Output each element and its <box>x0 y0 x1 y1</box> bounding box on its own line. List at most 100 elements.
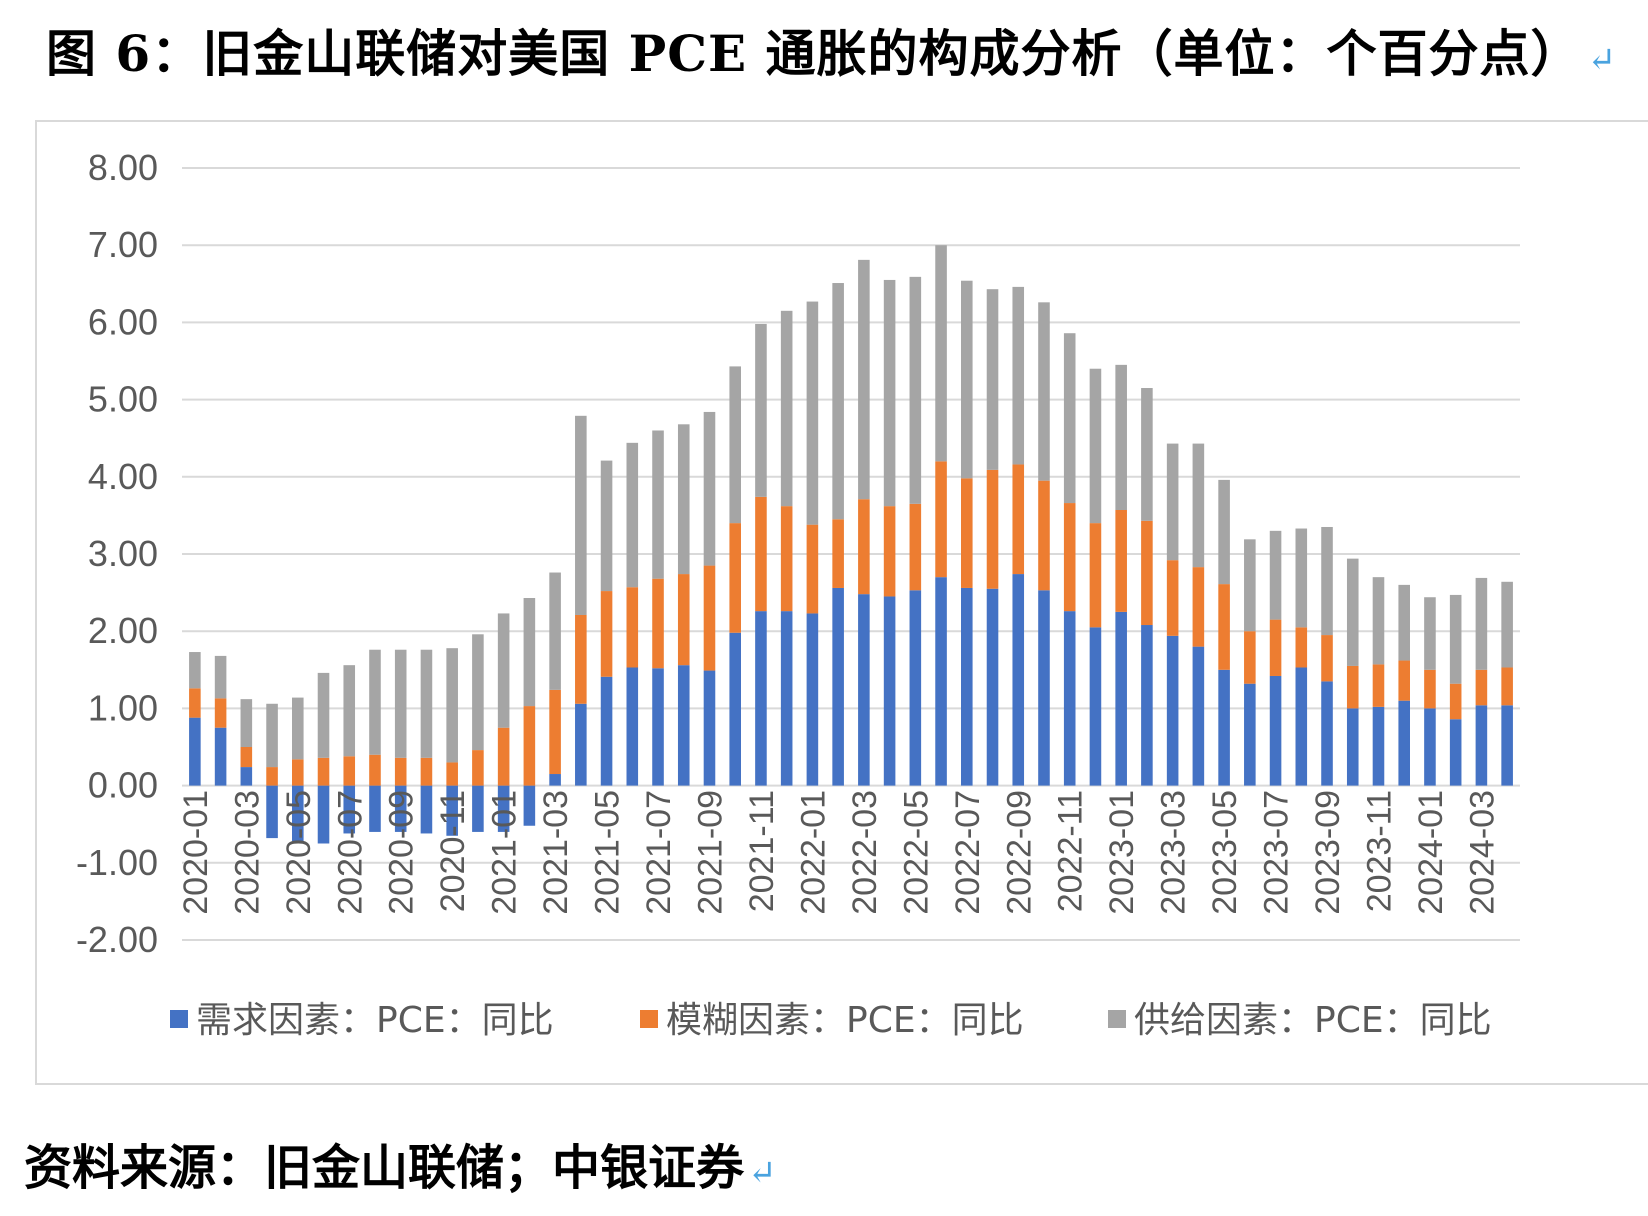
bar-segment <box>292 785 304 842</box>
bar-segment <box>780 310 793 507</box>
bar-segment <box>1089 523 1102 628</box>
bar-segment <box>1398 700 1410 786</box>
bar-segment <box>575 703 587 786</box>
bar-segment <box>780 506 793 612</box>
x-tick-label: 2024-01 <box>1412 790 1450 915</box>
bar-segment <box>1501 705 1513 786</box>
x-tick-label: 2021-03 <box>537 790 575 915</box>
bar-segment <box>523 785 536 826</box>
bar-segment <box>1475 577 1488 670</box>
bar-segment <box>292 697 304 760</box>
bar-segment <box>266 785 278 839</box>
bar-segment <box>1244 631 1256 684</box>
x-tick-label: 2020-07 <box>331 790 369 915</box>
bar-segment <box>1475 669 1488 706</box>
x-tick-label: 2023-07 <box>1258 790 1296 915</box>
bar-segment <box>394 757 407 786</box>
bar-segment <box>266 767 278 786</box>
bar-segment <box>1038 590 1050 786</box>
bar-segment <box>317 757 330 786</box>
y-tick-label: 2.00 <box>88 610 158 651</box>
bar-segment <box>961 587 973 786</box>
return-mark-icon: ↵ <box>748 1153 777 1193</box>
bar-segment <box>1295 528 1308 628</box>
bar-segment <box>1115 364 1127 510</box>
bar-segment <box>1166 635 1179 786</box>
bar-segment <box>523 598 536 707</box>
bar-segment <box>497 785 510 832</box>
bar-segment <box>935 577 947 786</box>
bar-segment <box>523 706 536 786</box>
bar-segment <box>420 757 433 786</box>
x-tick-label: 2023-09 <box>1309 790 1347 915</box>
bar-segment <box>1012 574 1025 786</box>
bar-segment <box>755 611 767 786</box>
bar-segment <box>729 523 741 633</box>
bar-segment <box>961 280 973 479</box>
bar-segment <box>652 668 664 786</box>
legend-label: 需求因素：PCE：同比 <box>196 1000 554 1041</box>
bar-segment <box>343 665 356 757</box>
bar-segment <box>472 785 484 832</box>
bar-segment <box>1269 530 1282 620</box>
bar-segment <box>446 648 458 763</box>
bar-segment <box>1372 577 1385 665</box>
x-tick-label: 2021-07 <box>640 790 678 915</box>
y-tick-label: 4.00 <box>88 456 158 497</box>
bar-segment <box>652 430 664 579</box>
bar-segment <box>549 774 561 786</box>
bar-segment <box>1398 660 1410 701</box>
x-tick-label: 2024-03 <box>1463 790 1501 915</box>
source-note-text: 资料来源：旧金山联储；中银证券 <box>24 1140 745 1196</box>
x-tick-label: 2021-01 <box>486 790 524 915</box>
x-tick-label: 2020-09 <box>383 790 421 915</box>
bar-segment <box>883 596 896 786</box>
bar-segment <box>317 785 330 844</box>
bar-segment <box>806 524 819 614</box>
bar-segment <box>1141 388 1153 521</box>
bar-segment <box>1012 464 1025 575</box>
bar-segment <box>1089 368 1102 524</box>
bar-segment <box>240 699 253 747</box>
bar-segment <box>1218 584 1230 670</box>
bar-segment <box>240 767 253 786</box>
bar-segment <box>369 754 381 786</box>
bar-segment <box>729 632 741 786</box>
bar-segment <box>626 667 639 786</box>
bar-segment <box>935 461 947 578</box>
legend-label: 模糊因素：PCE：同比 <box>666 1000 1024 1041</box>
bar-segment <box>1501 667 1513 706</box>
bar-segment <box>755 496 767 612</box>
bar-segment <box>1063 503 1076 612</box>
bar-segment <box>935 245 947 462</box>
bar-segment <box>1115 611 1127 786</box>
bar-segment <box>858 259 870 500</box>
bar-segment <box>189 652 201 689</box>
bar-segment <box>1141 625 1153 786</box>
bar-segment <box>189 717 201 786</box>
x-tick-label: 2022-09 <box>1000 790 1038 915</box>
bar-segment <box>497 727 510 786</box>
bar-segment <box>858 594 870 786</box>
bar-segment <box>420 649 433 758</box>
bar-segment <box>472 634 484 751</box>
legend-label: 供给因素：PCE：同比 <box>1134 1000 1492 1041</box>
x-tick-label: 2020-05 <box>280 790 318 915</box>
bar-segment <box>806 613 819 786</box>
bar-segment <box>600 460 613 592</box>
bar-segment <box>240 747 253 768</box>
bar-segment <box>575 415 587 615</box>
bar-segment <box>755 323 767 497</box>
bar-segment <box>343 785 356 834</box>
bar-segment <box>1166 443 1179 561</box>
bar-segment <box>369 649 381 755</box>
bar-segment <box>394 649 407 758</box>
bar-segment <box>858 499 870 595</box>
bar-segment <box>394 785 407 832</box>
bar-segment <box>1166 560 1179 636</box>
bar-segment <box>1372 706 1385 786</box>
x-tick-label: 2021-09 <box>691 790 729 915</box>
bar-segment <box>986 588 999 786</box>
bar-segment <box>1424 708 1436 786</box>
y-tick-label: 1.00 <box>88 687 158 728</box>
